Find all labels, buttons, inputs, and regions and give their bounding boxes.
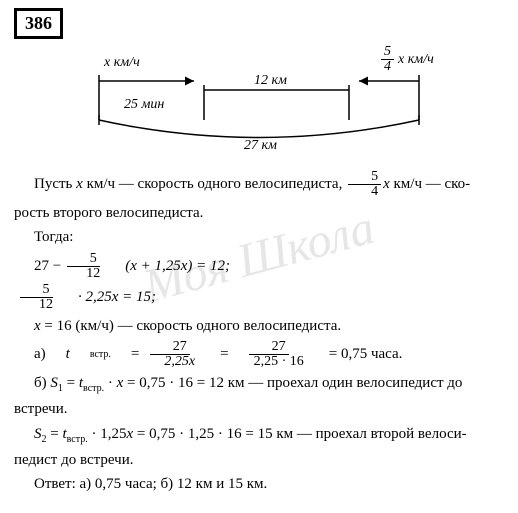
b1s2: встр. <box>83 383 104 394</box>
if-den: 4 <box>348 185 381 199</box>
intro-line-1: Пусть x км/ч — скорость одного велосипед… <box>14 170 504 199</box>
eq-2: 5 12 · 2,25x = 15; <box>14 283 504 312</box>
mid-dist-label: 12 км <box>254 73 287 89</box>
af2n: 27 <box>249 340 289 355</box>
if-num: 5 <box>348 170 381 185</box>
b2a: = <box>47 426 63 442</box>
b2S: S <box>34 426 42 442</box>
eq-1: 27 − 5 12 (x + 1,25x) = 12; <box>14 252 504 281</box>
a-lbl: а) <box>14 346 46 363</box>
e1d: 12 <box>63 267 103 281</box>
eq2-frac: 5 12 <box>16 283 56 312</box>
b1S: S <box>50 375 58 391</box>
a-frac2: 27 2,25 · 16 <box>231 340 307 369</box>
intro-frac: 5 4 <box>348 170 381 199</box>
problem-content: 386 x км/ч 5 <box>0 0 518 507</box>
b2c: = 0,75 · 1,25 · 16 = 15 км — проехал вто… <box>133 426 466 442</box>
b1b: = <box>63 375 79 391</box>
right-speed-label: 5 4 x км/ч <box>379 45 434 74</box>
b1c: · <box>104 375 117 391</box>
rs-num: 5 <box>381 45 394 60</box>
eq1a: 27 − <box>14 258 61 275</box>
eq1b: (x + 1,25x) = 12; <box>105 258 230 275</box>
af2d: 2,25 · 16 <box>231 355 307 369</box>
answer-line: Ответ: а) 0,75 часа; б) 12 км и 15 км. <box>14 474 504 494</box>
eq1-frac: 5 12 <box>63 252 103 281</box>
af1d: 2,25x <box>141 355 198 369</box>
e1n: 5 <box>67 252 100 267</box>
af1n: 27 <box>150 340 190 355</box>
part-b1: б) S1 = tвстр. · x = 0,75 · 16 = 12 км —… <box>14 373 504 396</box>
a-t: t <box>46 346 70 363</box>
rs-den: 4 <box>381 60 394 74</box>
t-intro3: км/ч — ско- <box>390 176 470 192</box>
part-b1-cont: встречи. <box>14 399 504 419</box>
right-speed-frac: 5 4 <box>381 45 394 74</box>
total-dist-label: 27 км <box>244 138 277 154</box>
part-a: а) tвстр. = 27 2,25x = 27 2,25 · 16 = 0,… <box>14 340 504 369</box>
b2b: · 1,25 <box>88 426 127 442</box>
part-b2-cont: педист до встречи. <box>14 450 504 470</box>
e2n: 5 <box>20 283 53 298</box>
left-speed-label: x км/ч <box>104 55 140 71</box>
diagram: x км/ч 5 4 x км/ч 25 мин 12 км 27 км <box>49 45 469 160</box>
t-intro1: Пусть <box>34 176 76 192</box>
a-sub: встр. <box>70 349 111 360</box>
problem-number-box: 386 <box>14 8 63 39</box>
a-eq: = <box>111 346 139 363</box>
t-intro2: км/ч — скорость одного велосипедиста, <box>83 176 346 192</box>
part-b2: S2 = tвстр. · 1,25x = 0,75 · 1,25 · 16 =… <box>14 424 504 447</box>
e2d: 12 <box>16 298 56 312</box>
a-eq2: = <box>200 346 228 363</box>
rs-suffix: x км/ч <box>398 52 434 68</box>
a-frac1: 27 2,25x <box>141 340 198 369</box>
then-label: Тогда: <box>14 227 504 247</box>
eq-3: x = 16 (км/ч) — скорость одного велосипе… <box>14 316 504 336</box>
b2s2: встр. <box>67 434 88 445</box>
b1d: = 0,75 · 16 = 12 км — проехал один велос… <box>123 375 462 391</box>
left-time-label: 25 мин <box>124 97 164 113</box>
b1a: б) <box>34 375 50 391</box>
eq2a: · 2,25x = 15; <box>58 289 156 306</box>
intro-line-2: рость второго велосипедиста. <box>14 203 504 223</box>
a-res: = 0,75 часа. <box>309 346 403 363</box>
